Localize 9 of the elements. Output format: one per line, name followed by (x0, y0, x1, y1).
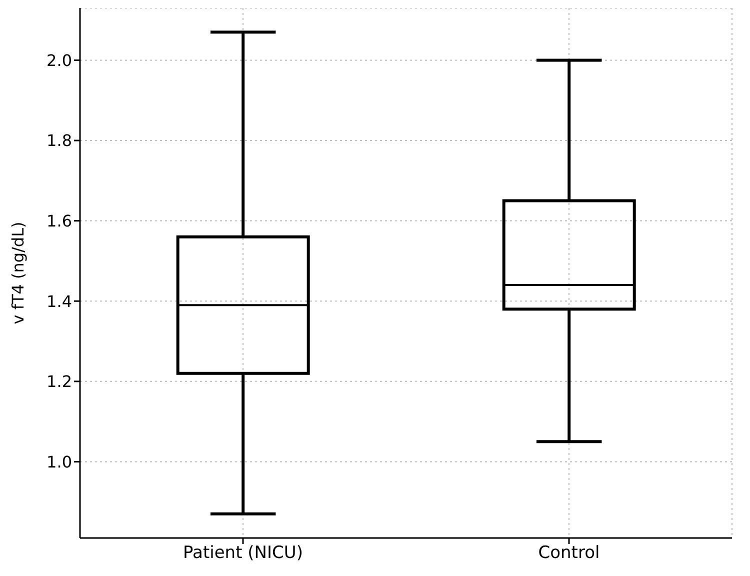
y-tick-label: 1.8 (46, 131, 72, 150)
y-tick-label: 1.0 (46, 452, 72, 472)
x-tick-label: Control (538, 543, 600, 564)
y-tick-label: 1.4 (46, 292, 72, 311)
x-tick-label: Patient (NICU) (183, 543, 303, 564)
y-tick-label: 1.6 (46, 211, 72, 230)
y-tick-label: 1.2 (46, 372, 72, 392)
y-tick-label: 2.0 (46, 50, 72, 70)
y-axis-title: v fT4 (ng/dL) (8, 222, 28, 324)
